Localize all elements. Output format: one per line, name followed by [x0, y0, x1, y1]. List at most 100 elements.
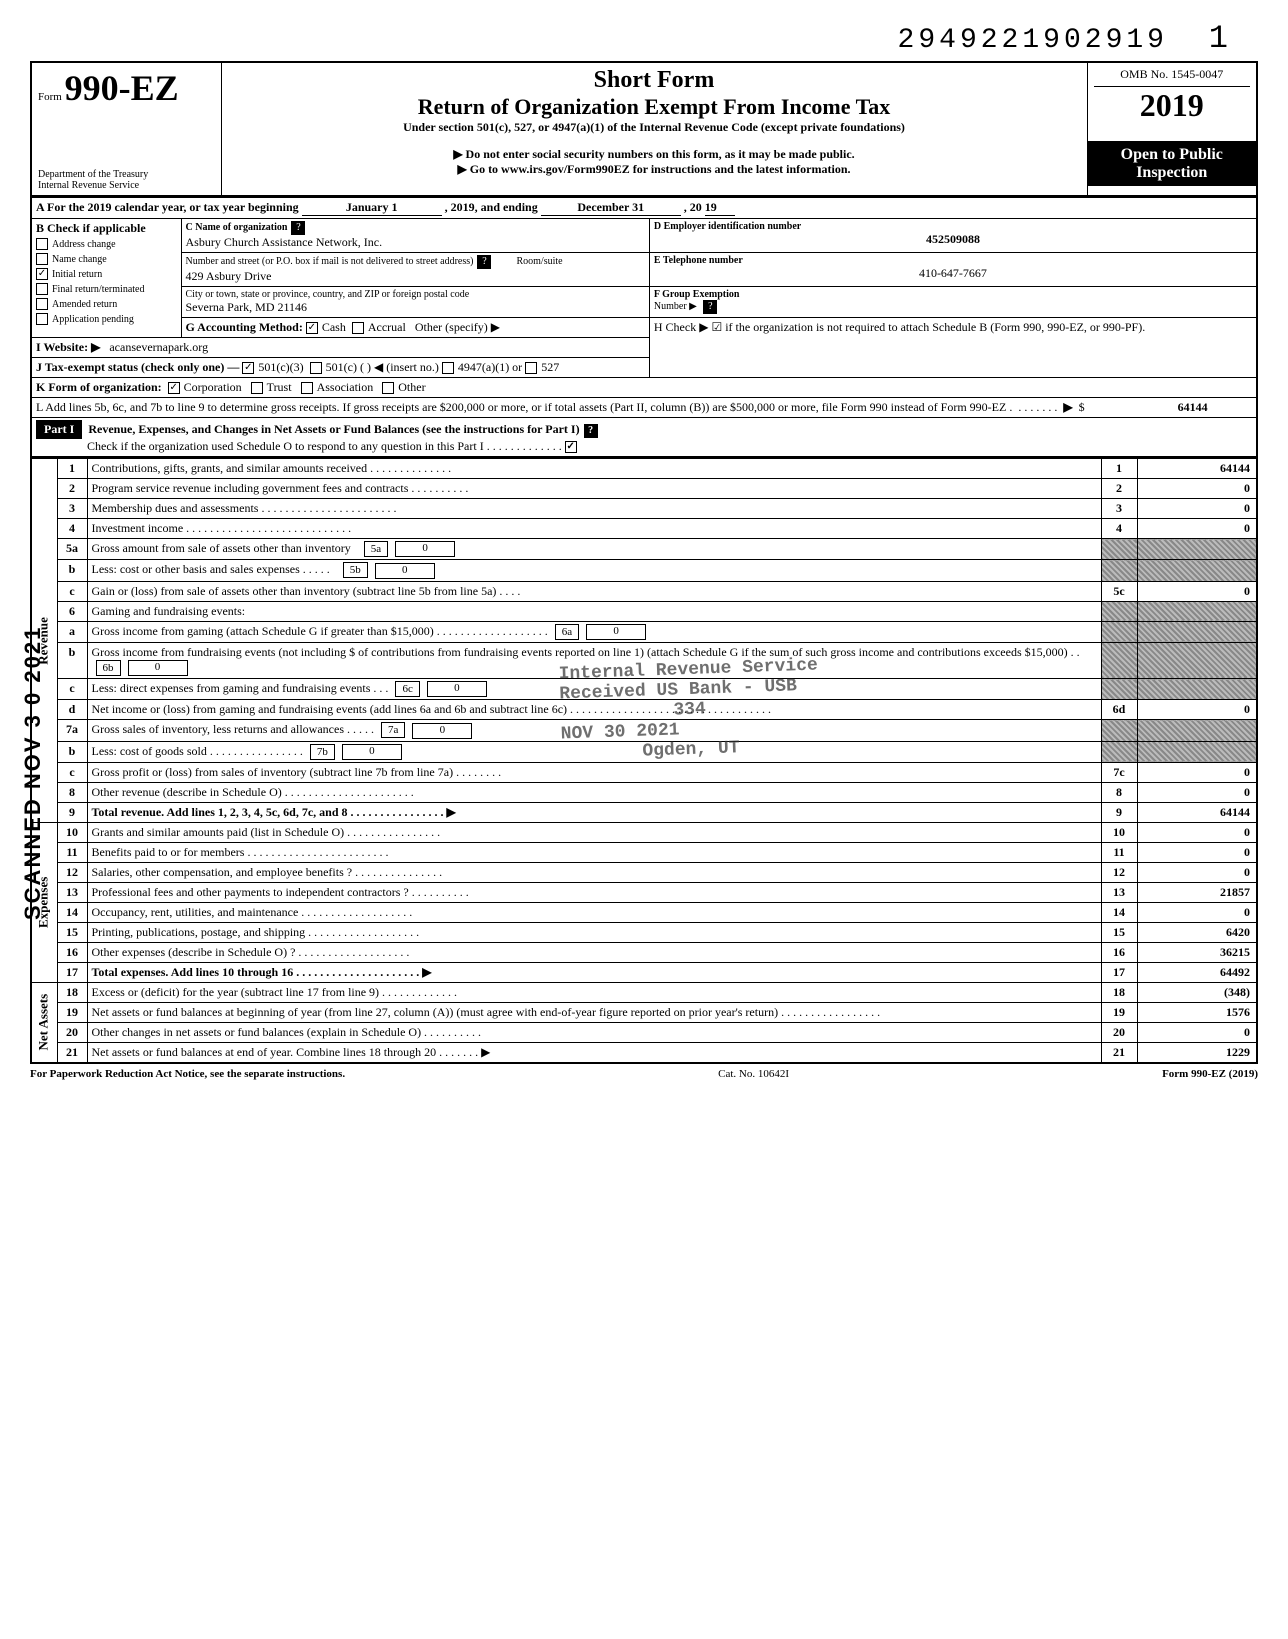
line-6c-num: c	[57, 679, 87, 700]
street-value[interactable]: 429 Asbury Drive	[186, 269, 645, 284]
line-16-val[interactable]: 36215	[1137, 942, 1257, 962]
line-10-val[interactable]: 0	[1137, 822, 1257, 842]
line-12-val[interactable]: 0	[1137, 862, 1257, 882]
ein-value[interactable]: 452509088	[654, 232, 1252, 247]
chk-amended-return[interactable]	[36, 298, 48, 310]
tax-year-end-month[interactable]: December 31	[541, 200, 681, 216]
website-value[interactable]: acansevernapark.org	[109, 340, 208, 354]
line-19-val[interactable]: 1576	[1137, 1002, 1257, 1022]
line-10-desc: Grants and similar amounts paid (list in…	[87, 822, 1101, 842]
short-form-label: Short Form	[228, 67, 1081, 94]
line-8-col: 8	[1101, 782, 1137, 802]
line-1-num: 1	[57, 459, 87, 479]
line-18-num: 18	[57, 982, 87, 1002]
help-icon[interactable]: ?	[291, 221, 305, 235]
line-20-val[interactable]: 0	[1137, 1022, 1257, 1042]
line-9-val[interactable]: 64144	[1137, 802, 1257, 822]
line-14-col: 14	[1101, 902, 1137, 922]
form-header: Form 990-EZ Department of the Treasury I…	[30, 61, 1258, 197]
open-public-box: Open to Public Inspection	[1088, 142, 1257, 186]
scanned-stamp: SCANNED NOV 3 0 2021	[20, 626, 46, 920]
line-12-col: 12	[1101, 862, 1137, 882]
chk-final-return[interactable]	[36, 283, 48, 295]
line-5c-val[interactable]: 0	[1137, 581, 1257, 601]
line-5b-boxval[interactable]: 0	[375, 563, 435, 579]
line-5b-box: 5b	[343, 562, 368, 578]
line-18-desc: Excess or (deficit) for the year (subtra…	[87, 982, 1101, 1002]
line-5a-boxval[interactable]: 0	[395, 541, 455, 557]
chk-4947[interactable]	[442, 362, 454, 374]
line-20-col: 20	[1101, 1022, 1137, 1042]
line-15-val[interactable]: 6420	[1137, 922, 1257, 942]
line-6c-boxval[interactable]: 0	[427, 681, 487, 697]
chk-address-change[interactable]	[36, 238, 48, 250]
line-14-val[interactable]: 0	[1137, 902, 1257, 922]
form-title: Return of Organization Exempt From Incom…	[228, 94, 1081, 120]
line-7b-boxval[interactable]: 0	[342, 744, 402, 760]
help-icon[interactable]: ?	[703, 300, 717, 314]
line-6a-boxval[interactable]: 0	[586, 624, 646, 640]
chk-527[interactable]	[525, 362, 537, 374]
line-6b-desc: Gross income from fundraising events (no…	[92, 645, 1080, 659]
footer: For Paperwork Reduction Act Notice, see …	[30, 1068, 1258, 1080]
line-6d-val[interactable]: 0	[1137, 700, 1257, 720]
line-6d-desc: Net income or (loss) from gaming and fun…	[87, 700, 1101, 720]
chk-corp[interactable]	[168, 382, 180, 394]
help-icon[interactable]: ?	[584, 424, 598, 438]
line-2-num: 2	[57, 479, 87, 499]
line-21-val[interactable]: 1229	[1137, 1042, 1257, 1063]
lbl-initial-return: Initial return	[52, 269, 102, 280]
chk-initial-return[interactable]	[36, 268, 48, 280]
shaded-cell	[1101, 601, 1137, 621]
org-name[interactable]: Asbury Church Assistance Network, Inc.	[186, 235, 645, 250]
line-5c-num: c	[57, 581, 87, 601]
under-section-text: Under section 501(c), 527, or 4947(a)(1)…	[228, 120, 1081, 135]
line-13-val[interactable]: 21857	[1137, 882, 1257, 902]
dln-page: 1	[1209, 20, 1228, 57]
shaded-cell	[1137, 720, 1257, 741]
lbl-4947: 4947(a)(1) or	[458, 360, 522, 374]
chk-other-org[interactable]	[382, 382, 394, 394]
line-11-val[interactable]: 0	[1137, 842, 1257, 862]
line-17-val[interactable]: 64492	[1137, 962, 1257, 982]
chk-501c[interactable]	[310, 362, 322, 374]
line-7c-val[interactable]: 0	[1137, 762, 1257, 782]
dln-digits: 2949221902919	[898, 25, 1168, 56]
line-16-desc: Other expenses (describe in Schedule O) …	[87, 942, 1101, 962]
line-21-col: 21	[1101, 1042, 1137, 1063]
line-1-val[interactable]: 64144	[1137, 459, 1257, 479]
line-10-col: 10	[1101, 822, 1137, 842]
gross-receipts-value[interactable]: 64144	[1088, 400, 1208, 415]
lbl-address-change: Address change	[52, 239, 116, 250]
line-3-val[interactable]: 0	[1137, 499, 1257, 519]
line-6a-box: 6a	[555, 624, 579, 640]
line-2-val[interactable]: 0	[1137, 479, 1257, 499]
lbl-other-method: Other (specify) ▶	[415, 320, 500, 334]
line-6a-num: a	[57, 621, 87, 642]
tax-year-end[interactable]: 19	[705, 200, 735, 216]
line-7a-boxval[interactable]: 0	[412, 723, 472, 739]
chk-accrual[interactable]	[352, 322, 364, 334]
chk-schedule-o[interactable]	[565, 441, 577, 453]
chk-trust[interactable]	[251, 382, 263, 394]
city-value[interactable]: Severna Park, MD 21146	[186, 300, 645, 315]
line-4-val[interactable]: 0	[1137, 519, 1257, 539]
line-21-desc: Net assets or fund balances at end of ye…	[87, 1042, 1101, 1063]
section-h-text: H Check ▶ ☑ if the organization is not r…	[654, 320, 1252, 335]
chk-501c3[interactable]	[242, 362, 254, 374]
chk-name-change[interactable]	[36, 253, 48, 265]
chk-cash[interactable]	[306, 322, 318, 334]
line-5a-box: 5a	[364, 541, 388, 557]
chk-application-pending[interactable]	[36, 313, 48, 325]
line-12-desc: Salaries, other compensation, and employ…	[87, 862, 1101, 882]
lbl-527: 527	[541, 360, 559, 374]
phone-value[interactable]: 410-647-7667	[654, 266, 1252, 281]
tax-year-begin[interactable]: January 1	[302, 200, 442, 216]
line-13-col: 13	[1101, 882, 1137, 902]
line-18-val[interactable]: (348)	[1137, 982, 1257, 1002]
line-6b-boxval[interactable]: 0	[128, 660, 188, 676]
chk-assoc[interactable]	[301, 382, 313, 394]
line-8-val[interactable]: 0	[1137, 782, 1257, 802]
help-icon[interactable]: ?	[477, 255, 491, 269]
line-6d-col: 6d	[1101, 700, 1137, 720]
